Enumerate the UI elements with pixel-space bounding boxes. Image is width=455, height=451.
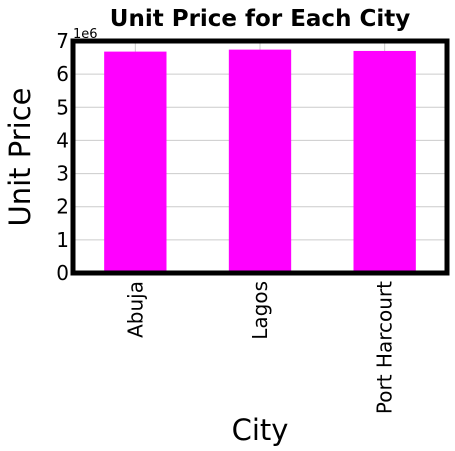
- x-axis-ticks: Abuja Lagos Port Harcourt: [123, 281, 396, 414]
- y-axis-ticks: 0 1 2 3 4 5 6 7: [56, 29, 69, 285]
- y-axis-label: Unit Price: [3, 88, 37, 227]
- y-tick-label: 7: [56, 29, 69, 53]
- bars: [104, 49, 416, 273]
- x-tick-label: Lagos: [248, 281, 272, 340]
- bar: [228, 49, 292, 273]
- y-offset-label: 1e6: [73, 27, 98, 42]
- chart-title: Unit Price for Each City: [110, 6, 410, 32]
- plot-frame: [70, 38, 450, 276]
- x-axis-label: City: [232, 413, 289, 447]
- x-tick-label: Abuja: [123, 281, 147, 338]
- y-tick-label: 2: [56, 195, 69, 219]
- y-tick-label: 0: [56, 261, 69, 285]
- y-tick-label: 6: [56, 62, 69, 86]
- y-tick-label: 3: [56, 162, 69, 186]
- y-tick-label: 5: [56, 95, 69, 119]
- x-tick-label: Port Harcourt: [373, 281, 397, 414]
- bar: [353, 50, 416, 273]
- y-tick-label: 4: [56, 128, 69, 152]
- y-tick-label: 1: [56, 228, 69, 252]
- bar: [104, 51, 167, 273]
